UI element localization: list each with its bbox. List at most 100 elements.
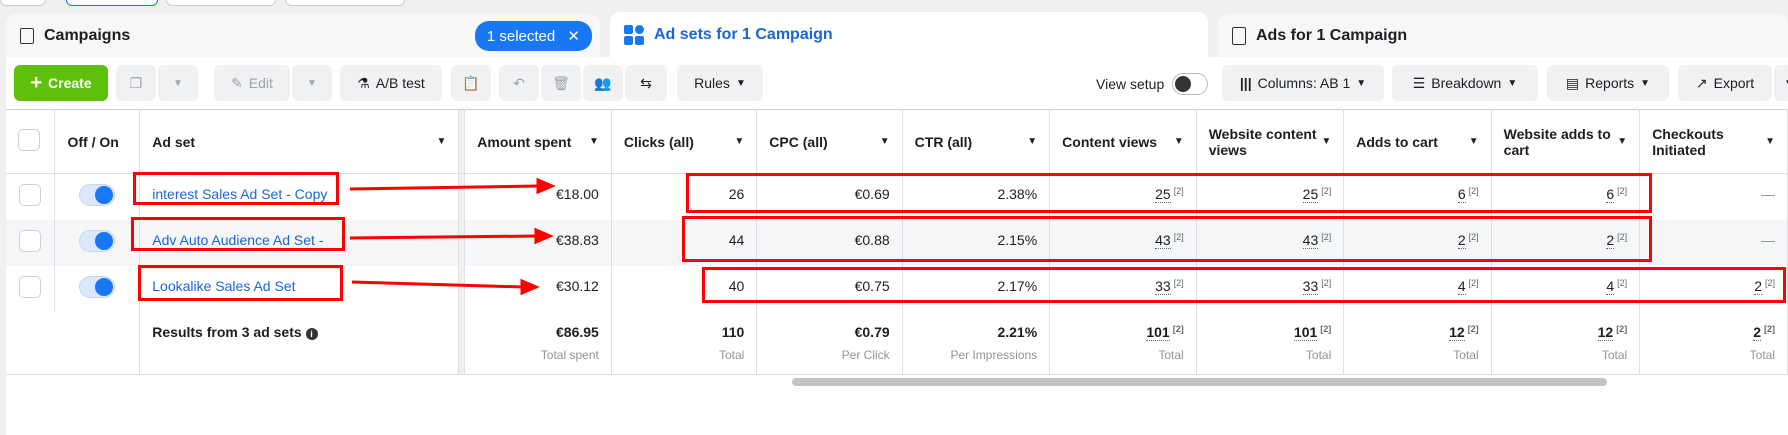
- annotation-box: [131, 217, 345, 251]
- breakdown-button[interactable]: ☰ Breakdown ▼: [1392, 65, 1538, 101]
- column-header[interactable]: Checkouts Initiated ▼: [1639, 109, 1788, 174]
- column-header[interactable]: Clicks (all) ▼: [611, 109, 758, 174]
- annotation-box: [682, 216, 1652, 262]
- adsets-table: Off / On Ad set ▼ Amount spent ▼ Clicks (all)…: [6, 109, 1788, 375]
- cell-value: —: [1761, 231, 1775, 248]
- sort-caret-icon[interactable]: ▼: [879, 136, 890, 147]
- table-row[interactable]: Lookalike Sales Ad Set €30.12 40 €0.75 2.17%…: [6, 265, 1788, 312]
- export-dropdown[interactable]: ▼: [1774, 65, 1788, 101]
- sort-caret-icon[interactable]: ▼: [1027, 136, 1038, 147]
- view-setup-label: View setup: [1096, 76, 1165, 92]
- edit-dropdown[interactable]: ▼: [292, 65, 332, 101]
- column-header[interactable]: CTR (all) ▼: [902, 109, 1051, 174]
- cell-value: 2: [1606, 231, 1615, 249]
- folder-icon: [20, 28, 34, 44]
- adset-name-link[interactable]: Lookalike Sales Ad Set: [152, 277, 296, 294]
- column-header[interactable]: CPC (all) ▼: [756, 109, 903, 174]
- view-setup-toggle[interactable]: [1172, 73, 1209, 95]
- sort-caret-icon[interactable]: ▼: [1321, 136, 1332, 147]
- summary-value: €86.95: [556, 323, 599, 340]
- create-button[interactable]: + Create: [14, 65, 108, 101]
- cell-value: 43: [1155, 231, 1171, 249]
- export-button[interactable]: ↗ Export: [1678, 65, 1772, 101]
- selected-badge[interactable]: 1 selected ✕: [474, 21, 592, 51]
- attribution-marker: [2]: [1617, 186, 1628, 196]
- adset-on-toggle[interactable]: [79, 275, 116, 298]
- cell-cv: 33 [2]: [1049, 265, 1197, 312]
- toggle-cell: [54, 173, 141, 220]
- select-all-checkbox[interactable]: [18, 129, 40, 151]
- adset-name-link[interactable]: Adv Auto Audience Ad Set -: [152, 231, 324, 248]
- horizontal-scrollbar[interactable]: [792, 378, 1607, 386]
- annotation-box: [686, 173, 1652, 213]
- summary-label-cell: Results from 3 ad sets i: [139, 311, 460, 375]
- column-header-label: CTR (all): [914, 133, 973, 150]
- attribution-marker: [2]: [1616, 323, 1628, 334]
- column-header[interactable]: Website adds to cart ▼: [1491, 109, 1641, 174]
- sort-caret-icon[interactable]: ▼: [1765, 136, 1775, 147]
- ab-test-button[interactable]: ⚗ A/B test: [340, 65, 442, 101]
- summary-value: 2: [1753, 323, 1761, 341]
- adset-name-link[interactable]: interest Sales Ad Set - Copy: [152, 186, 328, 202]
- tab-campaigns[interactable]: Campaigns 1 selected ✕: [6, 14, 600, 58]
- sort-caret-icon[interactable]: ▼: [436, 136, 447, 147]
- rules-button[interactable]: Rules ▼: [677, 65, 763, 101]
- summary-sublabel: Total: [1158, 347, 1184, 362]
- tab-adsets[interactable]: Ad sets for 1 Campaign: [610, 12, 1208, 58]
- column-header-label: Content views: [1062, 133, 1158, 150]
- column-header[interactable]: Website content views ▼: [1196, 109, 1345, 174]
- delete-button[interactable]: 🗑: [541, 65, 581, 101]
- columns-button[interactable]: ||| Columns: AB 1 ▼: [1222, 65, 1384, 101]
- info-icon[interactable]: i: [305, 327, 318, 340]
- table-row[interactable]: Adv Auto Audience Ad Set - €38.83 44 €0.88 2…: [6, 219, 1788, 266]
- edit-label: Edit: [248, 75, 273, 91]
- summary-sublabel: Total: [1601, 347, 1628, 362]
- summary-atc: 12 [2] Total: [1343, 311, 1492, 375]
- arrowhead: [520, 278, 540, 296]
- undo-button[interactable]: ↶: [499, 65, 539, 101]
- column-header[interactable]: Adds to cart ▼: [1343, 109, 1492, 174]
- sort-caret-icon[interactable]: ▼: [588, 136, 599, 147]
- row-checkbox[interactable]: [19, 229, 42, 252]
- column-header[interactable]: Amount spent ▼: [464, 109, 612, 174]
- arrowhead: [536, 177, 556, 195]
- duplicate-dropdown[interactable]: ▼: [158, 65, 198, 101]
- sort-caret-icon[interactable]: ▼: [1617, 136, 1628, 147]
- row-checkbox[interactable]: [19, 275, 42, 298]
- tab-ads[interactable]: Ads for 1 Campaign: [1218, 14, 1788, 58]
- cell-value: 25: [1302, 186, 1319, 203]
- clipboard-button[interactable]: 📋: [451, 65, 491, 101]
- column-divider[interactable]: [458, 109, 466, 174]
- select-all-header: [6, 109, 56, 174]
- cell-value: 25: [1155, 186, 1171, 203]
- attribution-marker: [2]: [1468, 231, 1479, 242]
- summary-value: 110: [721, 323, 745, 340]
- adset-on-toggle[interactable]: [79, 229, 116, 252]
- column-header-label: CPC (all): [769, 133, 828, 150]
- view-setup[interactable]: View setup: [1096, 73, 1209, 95]
- sort-caret-icon[interactable]: ▼: [1173, 136, 1184, 147]
- sort-caret-icon[interactable]: ▼: [1468, 136, 1479, 147]
- cell-spent: €30.12: [464, 265, 612, 312]
- reports-button[interactable]: ▤ Reports ▼: [1547, 65, 1669, 101]
- people-icon: 👥: [594, 74, 612, 91]
- column-header-label: Adds to cart: [1356, 133, 1438, 150]
- close-icon[interactable]: ✕: [567, 28, 580, 45]
- cell-value: 33: [1302, 277, 1319, 295]
- tab-label: Ads for 1 Campaign: [1256, 27, 1408, 44]
- attribution-marker: [2]: [1321, 277, 1332, 288]
- audience-button[interactable]: 👥: [583, 65, 623, 101]
- cell-value: 2.38%: [997, 186, 1038, 202]
- column-header[interactable]: Ad set ▼: [139, 109, 460, 174]
- adset-on-toggle[interactable]: [79, 184, 116, 206]
- sort-caret-icon[interactable]: ▼: [734, 136, 745, 147]
- column-header[interactable]: Off / On: [54, 109, 141, 174]
- edit-button[interactable]: ✎ Edit: [214, 65, 290, 101]
- cell-value: 4: [1457, 277, 1466, 295]
- summary-empty: [54, 311, 141, 375]
- reports-icon: ▤: [1565, 74, 1580, 91]
- compare-button[interactable]: ⇆: [625, 65, 667, 101]
- row-checkbox[interactable]: [19, 184, 42, 206]
- duplicate-button[interactable]: ❐: [116, 65, 156, 101]
